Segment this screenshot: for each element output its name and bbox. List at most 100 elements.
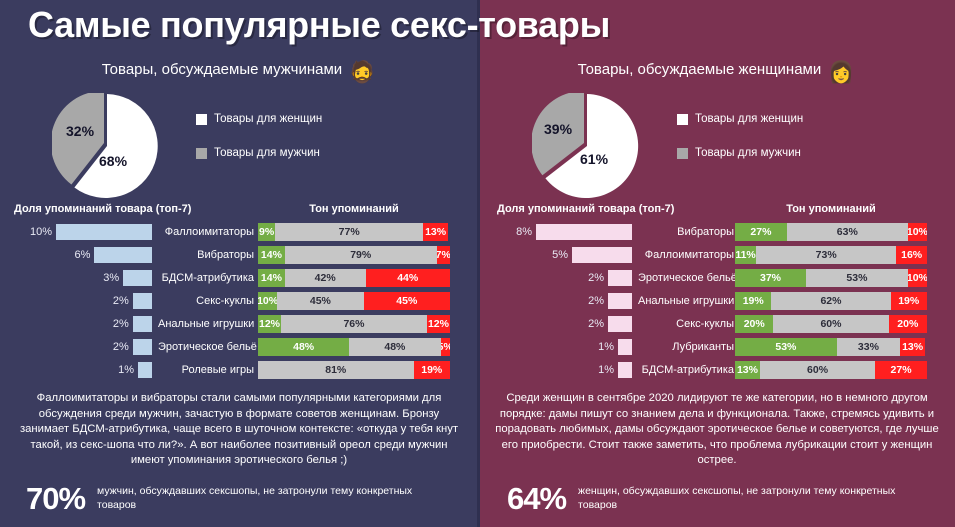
tone-segment-neutral: 45%: [277, 292, 364, 310]
women-pie-svg: [532, 93, 639, 198]
men-footer: 70% мужчин, обсуждавших секcшопы, не зат…: [26, 483, 417, 514]
legend-item: Товары для женщин: [196, 113, 322, 125]
tone-stacked-bar: 12% 76% 12%: [258, 315, 450, 333]
men-heading: Товары, обсуждаемые мужчинами 🧔: [0, 60, 477, 85]
women-column: Товары, обсуждаемые женщинами 👩 39% 61% Т…: [477, 0, 955, 527]
category-label: Лубриканты: [672, 341, 734, 353]
men-pie-svg: [52, 93, 158, 198]
tone-stacked-bar: 11% 73% 16%: [735, 246, 927, 264]
tone-segment-negative: 7%: [436, 246, 450, 264]
tone-segment-positive: 48%: [258, 338, 350, 356]
men-pie-slice-men: [52, 93, 104, 185]
tone-segment-positive: 12%: [258, 315, 282, 333]
tone-stacked-bar: 14% 42% 44%: [258, 269, 450, 287]
share-percent-label: 2%: [588, 318, 604, 330]
category-label: БДСМ-атрибутика: [161, 272, 254, 284]
tone-segment-positive: 10%: [258, 292, 278, 310]
women-footer-percent: 64%: [507, 481, 567, 516]
share-percent-label: 1%: [118, 364, 134, 376]
men-note: Фаллоимитаторы и вибраторы стали самыми …: [19, 392, 459, 467]
panel-divider: [477, 0, 480, 527]
tone-segment-neutral: 62%: [771, 292, 891, 310]
tone-segment-neutral: 63%: [786, 223, 908, 241]
tone-segment-positive: 14%: [258, 246, 285, 264]
category-label: Анальные игрушки: [158, 318, 255, 330]
chart-row: 1% БДСМ-атрибутика 13% 60% 27%: [477, 360, 955, 381]
tone-segment-neutral: 53%: [806, 269, 908, 287]
share-percent-label: 2%: [112, 341, 129, 353]
tone-segment-neutral: 48%: [349, 338, 441, 356]
tone-segment-positive: 13%: [735, 361, 760, 379]
category-label: Анальные игрушки: [638, 295, 735, 307]
tone-segment-positive: 53%: [735, 338, 837, 356]
tone-stacked-bar: 20% 60% 20%: [735, 315, 927, 333]
category-label: Секс-куклы: [196, 295, 254, 307]
men-pie-label-men: 32%: [66, 123, 95, 139]
share-bar: [94, 247, 152, 263]
legend-item: Товары для мужчин: [196, 147, 322, 159]
tone-segment-negative: 20%: [888, 315, 927, 333]
women-footer: 64% женщин, обсуждавших секcшопы, не зат…: [507, 483, 898, 514]
men-chart-rows: 10% Фаллоимитаторы 9% 77% 13% 6% Вибраторы 14% 7…: [0, 222, 477, 383]
women-pie-slice-women: [545, 94, 639, 198]
women-share-section-title: Доля упоминаний товара (топ-7): [497, 203, 675, 215]
tone-segment-negative: 27%: [875, 361, 927, 379]
tone-segment-positive: 27%: [735, 223, 787, 241]
share-percent-label: 6%: [74, 249, 91, 261]
tone-segment-negative: 44%: [365, 269, 450, 287]
tone-segment-positive: 11%: [735, 246, 757, 264]
share-bar: [138, 362, 152, 378]
men-legend: Товары для женщин Товары для мужчин: [196, 113, 322, 181]
women-footer-text: женщин, обсуждавших секcшопы, не затрону…: [578, 485, 896, 511]
tone-segment-negative: 19%: [890, 292, 927, 310]
share-bar: [536, 224, 632, 240]
tone-stacked-bar: 13% 60% 27%: [735, 361, 927, 379]
tone-segment-negative: 10%: [907, 223, 927, 241]
page-title: Самые популярные секс-товары: [28, 4, 611, 45]
legend-swatch-women: [196, 113, 207, 125]
tone-segment-negative: 12%: [426, 315, 450, 333]
women-note: Среди женщин в сентябре 2020 лидируют те…: [495, 392, 939, 467]
chart-row: 2% Эротическое бельё 37% 53% 10%: [477, 268, 955, 289]
tone-stacked-bar: 81% 19%: [258, 361, 450, 379]
share-percent-label: 3%: [103, 272, 120, 284]
tone-segment-positive: 20%: [735, 315, 774, 333]
tone-segment-neutral: 81%: [258, 361, 414, 379]
chart-row: 2% Секс-куклы 20% 60% 20%: [477, 314, 955, 335]
category-label: Фаллоимитаторы: [644, 249, 734, 261]
tone-stacked-bar: 48%48%5%: [258, 338, 450, 356]
tone-segment-negative: 10%: [907, 269, 927, 287]
tone-segment-neutral: 42%: [284, 269, 366, 287]
share-bar: [618, 339, 632, 355]
women-pie-label-men: 39%: [544, 121, 573, 137]
chart-row: 1% Лубриканты 53% 33% 13%: [477, 337, 955, 358]
share-percent-label: 2%: [112, 318, 129, 330]
woman-emoji: 👩: [828, 60, 855, 84]
tone-segment-neutral: 33%: [836, 338, 901, 356]
men-section-headers: Доля упоминаний товара (топ-7) Тон упоми…: [0, 203, 477, 221]
tone-segment-positive: 14%: [258, 269, 285, 287]
tone-stacked-bar: 37% 53% 10%: [735, 269, 927, 287]
category-label: Вибраторы: [677, 226, 734, 238]
legend-label-men: Товары для мужчин: [214, 147, 320, 159]
men-pie-label-women: 68%: [99, 153, 128, 169]
tone-segment-neutral: 79%: [284, 246, 437, 264]
women-section-headers: Доля упоминаний товара (топ-7) Тон упоми…: [477, 203, 955, 221]
legend-item: Товары для мужчин: [677, 147, 803, 159]
women-chart-rows: 8% Вибраторы 27% 63% 10% 5% Фаллоимитаторы 11% 7…: [477, 222, 955, 383]
share-bar: [132, 316, 152, 332]
chart-row: 5% Фаллоимитаторы 11% 73% 16%: [477, 245, 955, 266]
share-percent-label: 8%: [516, 226, 532, 238]
share-percent-label: 5%: [552, 249, 568, 261]
men-tone-section-title: Тон упоминаний: [309, 203, 399, 215]
men-pie-slice-women: [74, 94, 158, 198]
category-label: Эротическое бельё: [158, 341, 257, 353]
chart-row: 10% Фаллоимитаторы 9% 77% 13%: [0, 222, 477, 243]
tone-segment-positive: 37%: [735, 269, 807, 287]
legend-label-men: Товары для мужчин: [695, 147, 801, 159]
tone-stacked-bar: 10% 45% 45%: [258, 292, 450, 310]
chart-row: 2% Анальные игрушки 12% 76% 12%: [0, 314, 477, 335]
share-bar: [132, 339, 152, 355]
women-heading-label: Товары, обсуждаемые женщинами: [577, 61, 822, 78]
